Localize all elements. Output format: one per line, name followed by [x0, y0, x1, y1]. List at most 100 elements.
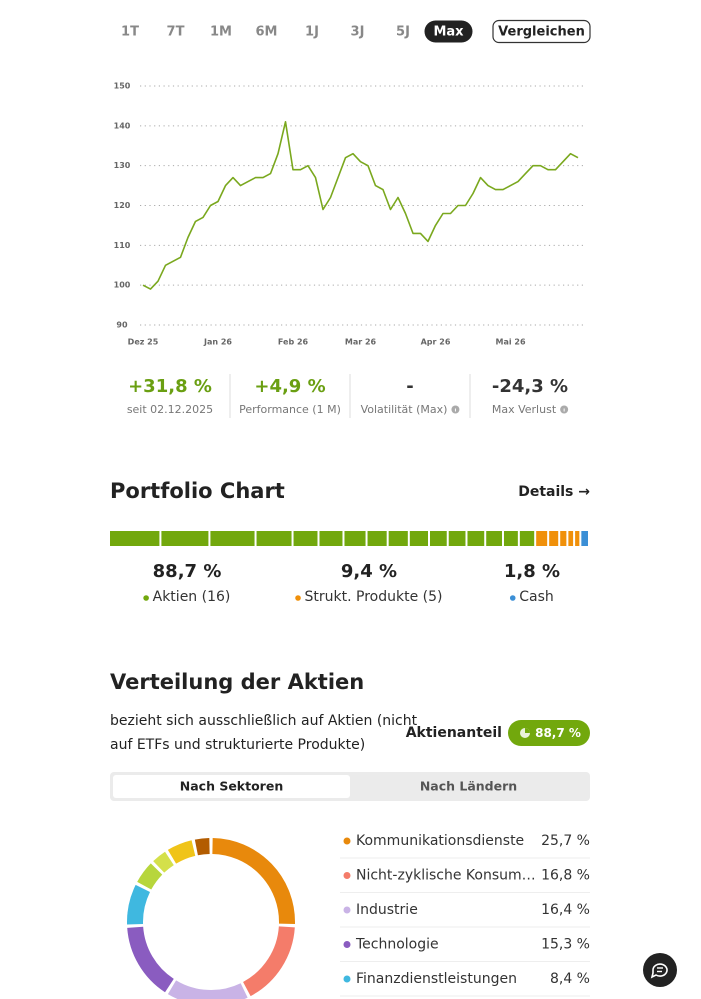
pie-icon-slice — [525, 728, 530, 733]
donut-segment — [212, 838, 295, 925]
description-line: auf ETFs und strukturierte Produkte) — [110, 737, 365, 753]
sector-value: 16,8 % — [541, 868, 590, 884]
sector-dot — [343, 872, 351, 879]
group-dot — [143, 595, 149, 601]
allocation-segment — [319, 531, 343, 546]
y-tick-label: 130 — [114, 161, 131, 170]
group-name: Cash — [519, 589, 554, 605]
compare-button[interactable] — [492, 19, 591, 44]
donut-segment — [153, 851, 174, 873]
group-name: Strukt. Produkte (5) — [305, 589, 443, 605]
group-value: 9,4 % — [341, 561, 397, 582]
allocation-segment — [467, 531, 485, 546]
distribution-title: Verteilung der Aktien — [110, 670, 364, 694]
range-tab[interactable]: 7T — [167, 25, 185, 40]
sector-value: 15,3 % — [541, 937, 590, 953]
group-value: 1,8 % — [504, 561, 560, 582]
donut-segment — [137, 863, 163, 890]
sector-name: Finanzdienstleistungen — [356, 971, 517, 987]
stat-value: +4,9 % — [254, 376, 325, 397]
x-tick-label: Mai 26 — [495, 338, 525, 347]
y-tick-label: 110 — [114, 241, 131, 250]
range-tab[interactable]: 6M — [256, 25, 278, 40]
donut-segment — [242, 926, 295, 997]
allocation-segment — [344, 531, 366, 546]
sector-value: 16,4 % — [541, 902, 590, 918]
sector-name: Technologie — [355, 937, 439, 953]
chat-button[interactable] — [643, 953, 677, 987]
price-line — [142, 121, 579, 290]
y-tick-label: 120 — [114, 201, 131, 210]
sector-dot — [343, 941, 351, 948]
allocation-segment — [568, 531, 574, 546]
sector-value: 25,7 % — [541, 833, 590, 849]
x-tick-label: Feb 26 — [278, 338, 309, 347]
donut-segment — [167, 980, 248, 999]
allocation-segment — [575, 531, 580, 546]
x-tick-label: Apr 26 — [421, 338, 451, 347]
sector-name: Nicht-zyklische Konsum… — [356, 868, 536, 884]
share-badge — [508, 720, 590, 746]
allocation-segment — [560, 531, 567, 546]
segment-selected[interactable] — [113, 775, 350, 798]
allocation-segment — [448, 531, 466, 546]
x-tick-label: Jan 26 — [203, 338, 232, 347]
description-line: bezieht sich ausschließlich auf Aktien (… — [110, 713, 418, 729]
allocation-segment — [519, 531, 535, 546]
allocation-segment — [536, 531, 548, 546]
y-tick-label: 150 — [114, 82, 131, 91]
segment-tab[interactable]: Nach Sektoren — [180, 779, 283, 794]
allocation-segment — [210, 531, 255, 546]
range-tab[interactable]: 3J — [351, 25, 365, 40]
chat-icon[interactable] — [650, 963, 668, 979]
details-link[interactable]: Details → — [518, 484, 590, 500]
allocation-segment — [549, 531, 559, 546]
group-dot — [509, 595, 516, 601]
stat-caption: Performance (1 M) — [239, 403, 341, 416]
allocation-segment — [293, 531, 318, 546]
segment-tab[interactable]: Nach Ländern — [420, 779, 517, 794]
range-tab[interactable]: 1M — [210, 25, 232, 40]
group-value: 88,7 % — [153, 561, 222, 582]
stat-value: +31,8 % — [128, 376, 212, 397]
allocation-segment — [110, 531, 160, 546]
allocation-segment — [367, 531, 387, 546]
allocation-segment — [388, 531, 408, 546]
donut-segment — [194, 838, 210, 856]
sector-value: 8,4 % — [550, 971, 590, 987]
portfolio-title: Portfolio Chart — [110, 479, 285, 503]
stat-caption: seit 02.12.2025 — [127, 403, 213, 416]
range-tab[interactable]: 1J — [305, 25, 319, 40]
allocation-segment — [161, 531, 209, 546]
share-value: 88,7 % — [535, 726, 581, 740]
range-tab[interactable]: Max — [433, 25, 464, 40]
allocation-segment — [503, 531, 518, 546]
allocation-segment — [486, 531, 502, 546]
sector-name: Kommunikationsdienste — [356, 833, 524, 849]
allocation-segment — [581, 531, 588, 546]
stat-value: -24,3 % — [492, 376, 568, 397]
allocation-segment — [256, 531, 292, 546]
tab-selected[interactable] — [424, 20, 473, 43]
allocation-segment — [430, 531, 447, 546]
group-name: Aktien (16) — [153, 589, 231, 605]
x-tick-label: Mar 26 — [345, 338, 377, 347]
x-tick-label: Dez 25 — [128, 338, 159, 347]
range-tab[interactable]: 5J — [396, 25, 410, 40]
donut-segment — [127, 884, 151, 925]
share-label: Aktienanteil — [406, 725, 502, 741]
group-dot — [295, 595, 301, 601]
compare-label[interactable]: Vergleichen — [498, 25, 585, 40]
stat-value: - — [406, 376, 413, 397]
stat-caption: Max Verlust — [492, 403, 557, 416]
donut-segment — [127, 926, 175, 993]
range-tab[interactable]: 1T — [121, 25, 139, 40]
y-tick-label: 90 — [116, 321, 128, 330]
sector-name: Industrie — [356, 902, 418, 918]
allocation-segment — [409, 531, 428, 546]
sector-dot — [343, 975, 351, 983]
y-tick-label: 100 — [114, 281, 131, 290]
stat-caption: Volatilität (Max) — [361, 403, 448, 416]
